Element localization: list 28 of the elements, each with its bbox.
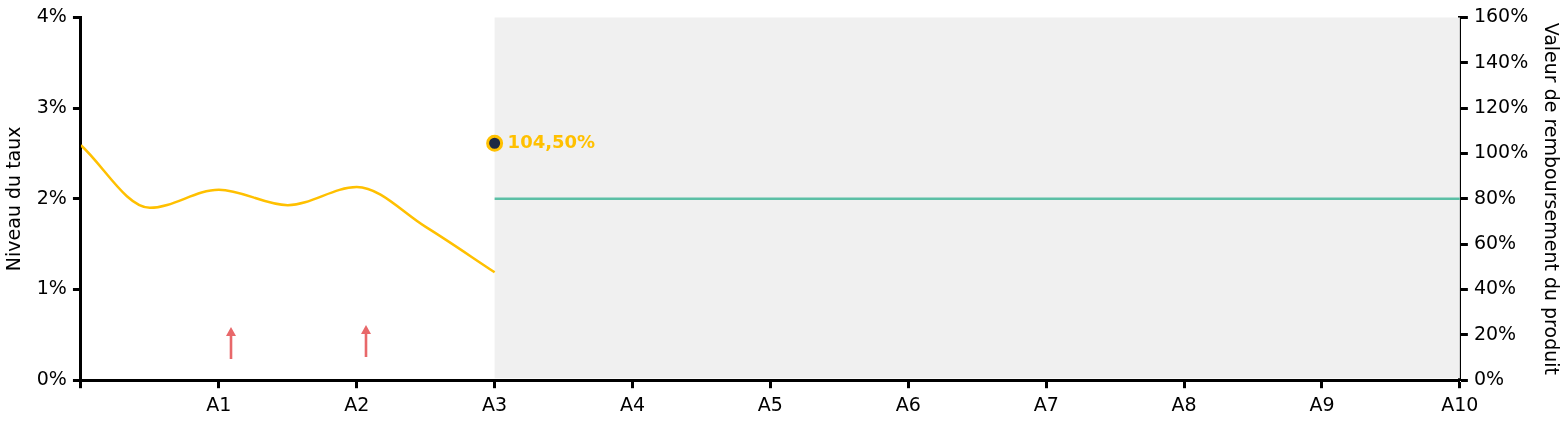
y2-tick-label: 120% bbox=[1473, 95, 1529, 118]
y2-tick-label: 160% bbox=[1473, 4, 1529, 27]
x-tick-label: A8 bbox=[1171, 392, 1197, 415]
y-tick-label: 3% bbox=[36, 95, 67, 118]
y-tick-label: 0% bbox=[36, 367, 67, 390]
y2-tick-label: 60% bbox=[1473, 231, 1517, 254]
line-series bbox=[80, 144, 496, 274]
x-tick-label: A3 bbox=[482, 392, 508, 415]
data-label: 104,50% bbox=[507, 130, 596, 152]
x-tick-label: A7 bbox=[1033, 392, 1059, 415]
y2-tick-label: 0% bbox=[1473, 367, 1505, 390]
x-tick-label: A10 bbox=[1441, 392, 1479, 415]
x-tick-label: A2 bbox=[344, 392, 370, 415]
y2-tick-label: 100% bbox=[1473, 140, 1529, 163]
y2-tick-label: 80% bbox=[1473, 185, 1517, 208]
y-tick-label: 1% bbox=[36, 276, 67, 299]
y-tick-label: 2% bbox=[36, 185, 67, 208]
y2-tick-label: 140% bbox=[1473, 49, 1529, 72]
x-tick-label: A1 bbox=[206, 392, 232, 415]
x-tick-label: A6 bbox=[895, 392, 921, 415]
y2-tick-label: 40% bbox=[1473, 276, 1517, 299]
x-tick-label: A5 bbox=[757, 392, 783, 415]
y2-axis-title: Valeur de remboursement du produit bbox=[1540, 22, 1563, 375]
y-tick-label: 4% bbox=[36, 4, 67, 27]
y-axis-title: Niveau du taux bbox=[2, 126, 25, 272]
x-tick-label: A4 bbox=[619, 392, 646, 415]
x-tick-label: A9 bbox=[1309, 392, 1335, 415]
y2-tick-label: 20% bbox=[1473, 321, 1517, 344]
